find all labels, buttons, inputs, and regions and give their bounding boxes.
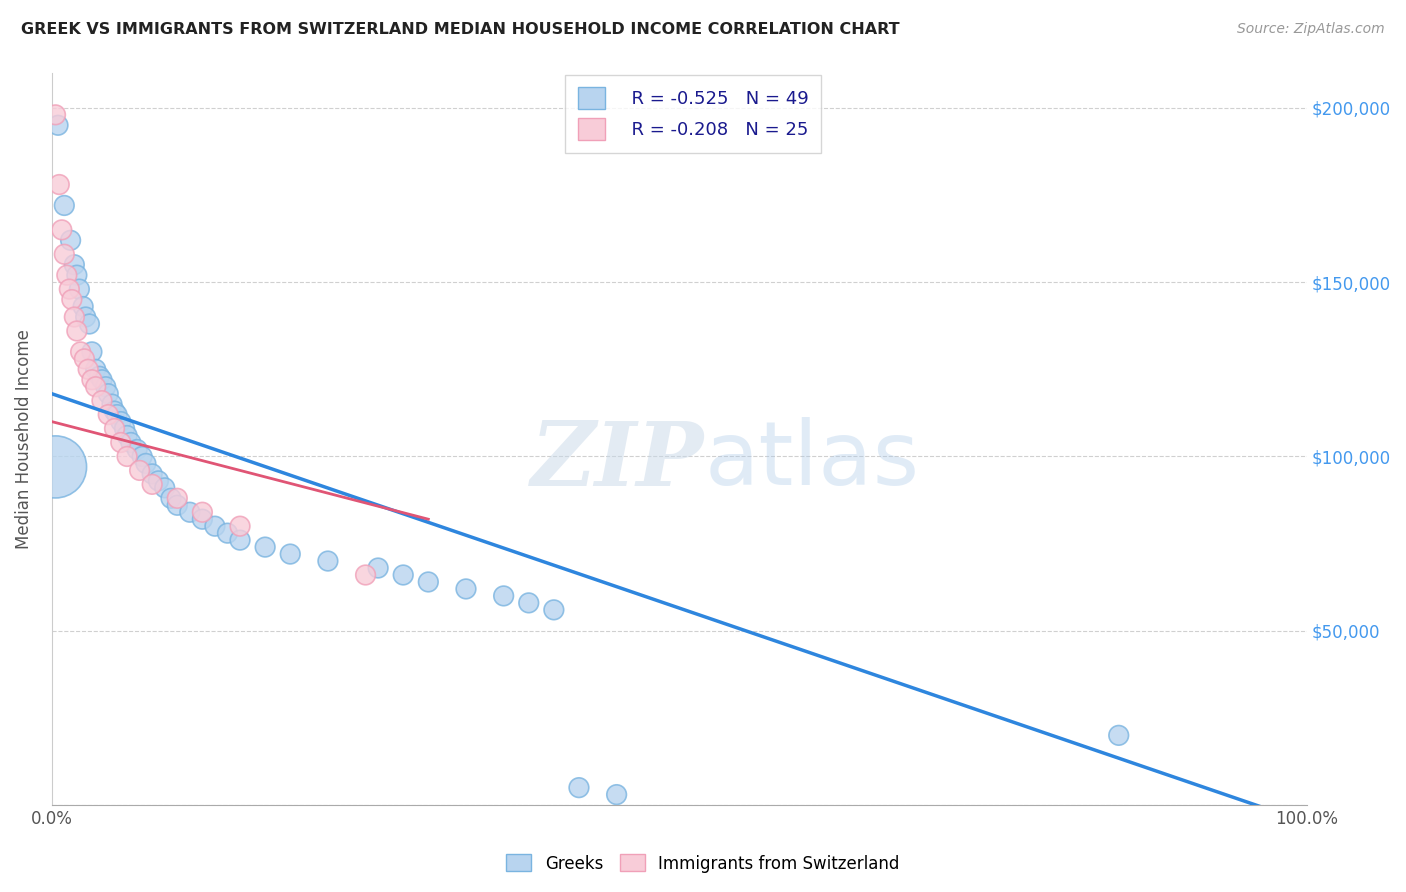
- Point: [316, 554, 339, 568]
- Point: [84, 362, 107, 376]
- Point: [44, 459, 66, 474]
- Point: [66, 324, 89, 338]
- Text: ZIP: ZIP: [531, 417, 704, 504]
- Point: [63, 310, 86, 324]
- Point: [543, 603, 565, 617]
- Point: [53, 247, 76, 261]
- Point: [105, 408, 128, 422]
- Point: [141, 467, 163, 481]
- Point: [115, 428, 138, 442]
- Point: [492, 589, 515, 603]
- Point: [51, 223, 73, 237]
- Point: [58, 282, 80, 296]
- Point: [53, 198, 76, 212]
- Point: [97, 408, 120, 422]
- Legend:   R = -0.525   N = 49,   R = -0.208   N = 25: R = -0.525 N = 49, R = -0.208 N = 25: [565, 75, 821, 153]
- Point: [110, 435, 132, 450]
- Point: [141, 477, 163, 491]
- Point: [153, 481, 176, 495]
- Point: [160, 491, 183, 506]
- Text: Source: ZipAtlas.com: Source: ZipAtlas.com: [1237, 22, 1385, 37]
- Point: [1108, 728, 1130, 742]
- Point: [166, 491, 188, 506]
- Point: [63, 258, 86, 272]
- Point: [568, 780, 591, 795]
- Point: [84, 380, 107, 394]
- Point: [72, 300, 94, 314]
- Point: [101, 397, 124, 411]
- Point: [60, 293, 83, 307]
- Point: [191, 505, 214, 519]
- Point: [367, 561, 389, 575]
- Text: atlas: atlas: [704, 417, 920, 505]
- Point: [91, 373, 114, 387]
- Point: [80, 373, 103, 387]
- Point: [69, 344, 91, 359]
- Point: [392, 568, 415, 582]
- Legend: Greeks, Immigrants from Switzerland: Greeks, Immigrants from Switzerland: [499, 847, 907, 880]
- Y-axis label: Median Household Income: Median Household Income: [15, 329, 32, 549]
- Point: [97, 386, 120, 401]
- Point: [229, 533, 252, 548]
- Point: [73, 351, 96, 366]
- Point: [217, 526, 239, 541]
- Point: [80, 344, 103, 359]
- Point: [79, 317, 101, 331]
- Point: [110, 415, 132, 429]
- Point: [114, 421, 136, 435]
- Point: [120, 435, 142, 450]
- Point: [354, 568, 377, 582]
- Point: [75, 310, 97, 324]
- Point: [103, 421, 125, 435]
- Point: [59, 233, 82, 247]
- Point: [517, 596, 540, 610]
- Point: [44, 108, 66, 122]
- Point: [128, 463, 150, 477]
- Point: [127, 442, 149, 457]
- Point: [77, 362, 100, 376]
- Point: [148, 474, 170, 488]
- Point: [131, 450, 153, 464]
- Point: [254, 540, 277, 554]
- Point: [66, 268, 89, 282]
- Point: [89, 369, 111, 384]
- Point: [606, 788, 628, 802]
- Point: [94, 380, 117, 394]
- Point: [229, 519, 252, 533]
- Point: [115, 450, 138, 464]
- Point: [67, 282, 90, 296]
- Text: GREEK VS IMMIGRANTS FROM SWITZERLAND MEDIAN HOUSEHOLD INCOME CORRELATION CHART: GREEK VS IMMIGRANTS FROM SWITZERLAND MED…: [21, 22, 900, 37]
- Point: [418, 574, 440, 589]
- Point: [48, 178, 70, 192]
- Point: [179, 505, 201, 519]
- Point: [135, 457, 157, 471]
- Point: [46, 118, 69, 132]
- Point: [103, 404, 125, 418]
- Point: [191, 512, 214, 526]
- Point: [91, 393, 114, 408]
- Point: [454, 582, 477, 596]
- Point: [278, 547, 301, 561]
- Point: [166, 498, 188, 512]
- Point: [56, 268, 79, 282]
- Point: [204, 519, 226, 533]
